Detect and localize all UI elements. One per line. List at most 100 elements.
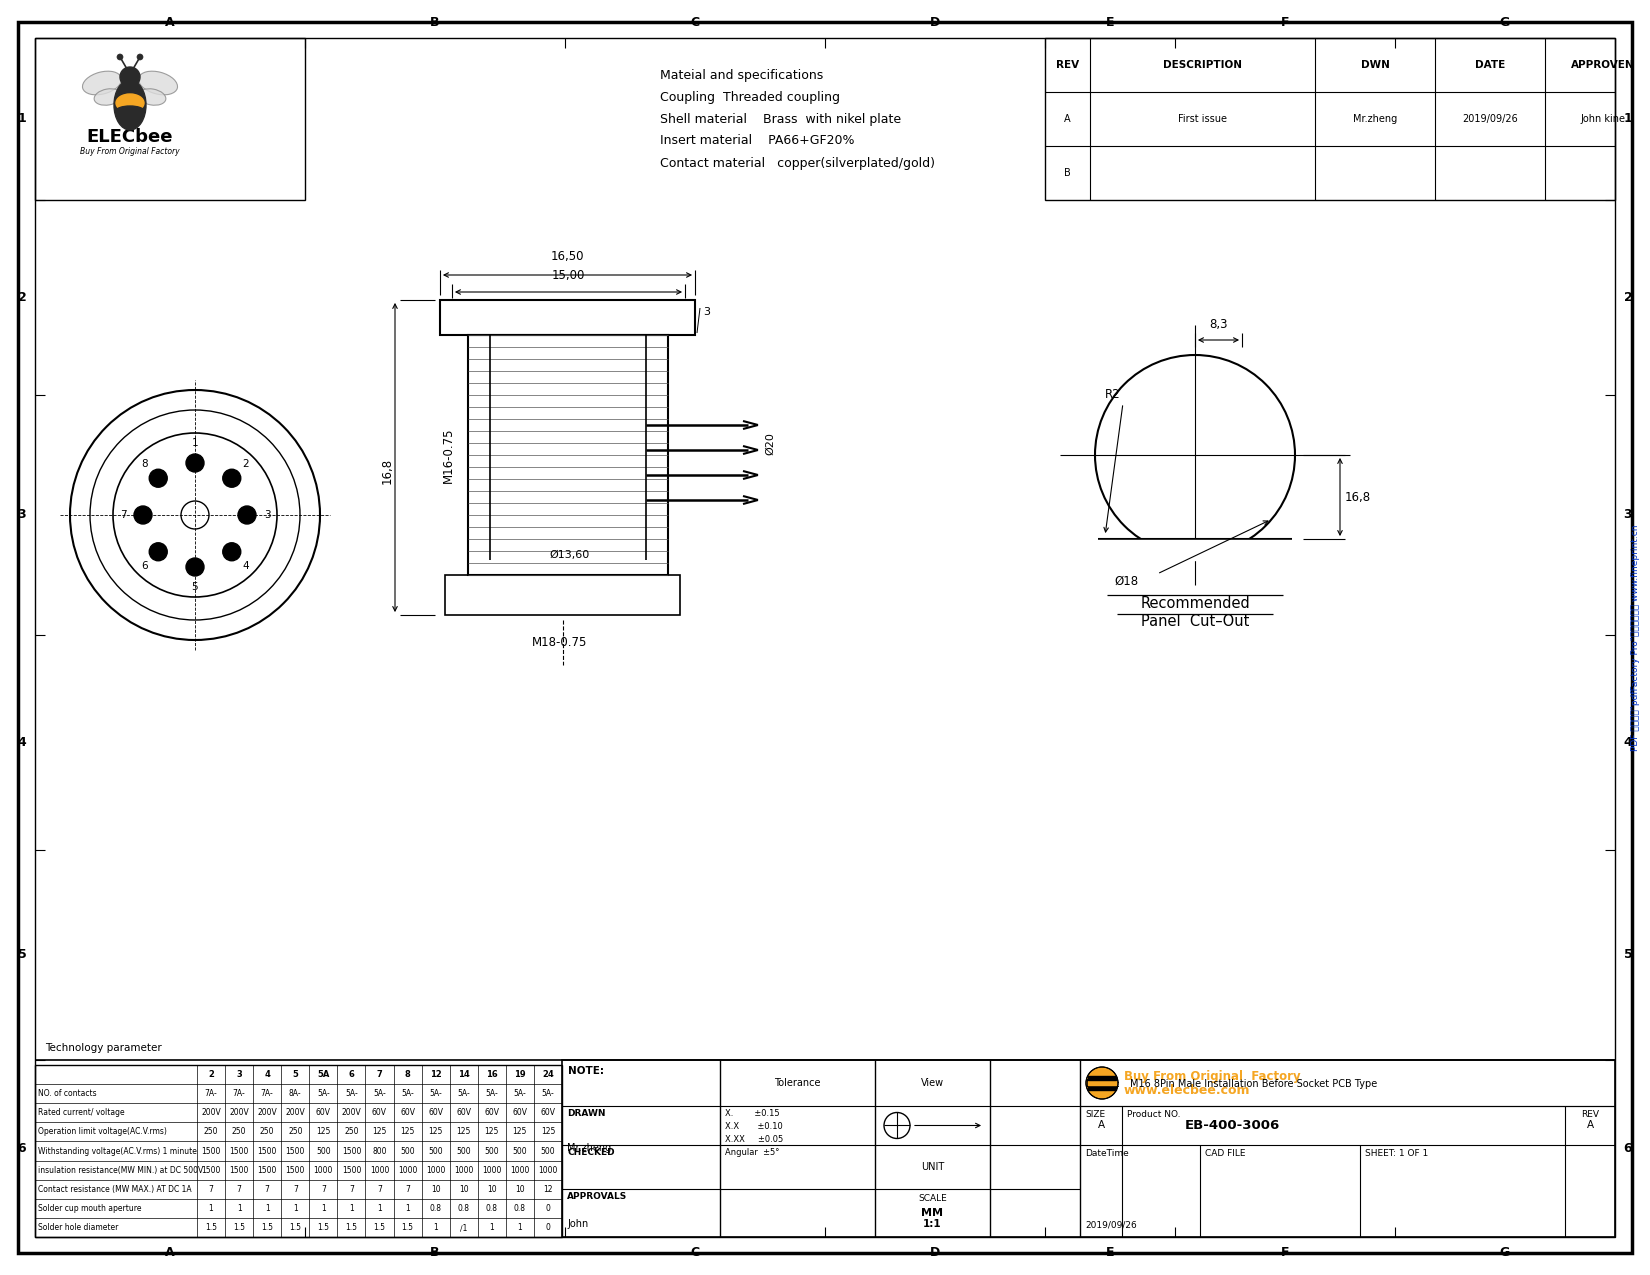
Text: Product NO.: Product NO.: [1127, 1111, 1180, 1119]
Text: 60V: 60V: [399, 1108, 416, 1117]
Text: 1000: 1000: [314, 1165, 333, 1174]
Text: C: C: [690, 15, 700, 28]
Text: Mateial and specifications: Mateial and specifications: [660, 69, 823, 82]
Text: 125: 125: [317, 1127, 330, 1136]
Text: 12: 12: [543, 1184, 553, 1193]
Text: A: A: [1097, 1121, 1104, 1131]
Text: 1000: 1000: [510, 1165, 530, 1174]
Text: SCALE: SCALE: [917, 1195, 947, 1204]
Text: 8: 8: [404, 1070, 411, 1079]
Text: APPROVALS: APPROVALS: [568, 1192, 627, 1201]
Text: 1.5: 1.5: [289, 1223, 302, 1232]
Text: 19: 19: [515, 1070, 526, 1079]
Text: X.X       ±0.10: X.X ±0.10: [724, 1122, 782, 1131]
Text: DRAWN: DRAWN: [568, 1109, 606, 1118]
Text: 4: 4: [18, 736, 26, 748]
Text: 60V: 60V: [485, 1108, 500, 1117]
Text: 1: 1: [191, 439, 198, 448]
Text: 1.5: 1.5: [317, 1223, 330, 1232]
Text: 0.8: 0.8: [485, 1204, 498, 1213]
Text: Buy From Original  Factory: Buy From Original Factory: [1124, 1070, 1300, 1082]
Text: 7: 7: [376, 1070, 383, 1079]
Text: 1: 1: [236, 1204, 241, 1213]
Text: 1.5: 1.5: [233, 1223, 246, 1232]
Text: 1: 1: [406, 1204, 409, 1213]
Text: 2: 2: [1624, 291, 1632, 303]
Text: UNIT: UNIT: [921, 1162, 944, 1172]
Text: 2019/09/26: 2019/09/26: [1086, 1220, 1137, 1229]
Text: 4: 4: [264, 1070, 271, 1079]
Ellipse shape: [116, 106, 144, 116]
Text: 250: 250: [205, 1127, 218, 1136]
Text: 200V: 200V: [342, 1108, 361, 1117]
Text: MM: MM: [921, 1209, 944, 1218]
Ellipse shape: [114, 80, 145, 130]
Text: 500: 500: [485, 1146, 498, 1155]
Text: 1500: 1500: [285, 1165, 305, 1174]
Text: 60V: 60V: [371, 1108, 388, 1117]
Text: 0: 0: [546, 1204, 551, 1213]
Text: 16,8: 16,8: [1345, 491, 1371, 504]
Text: 1: 1: [294, 1204, 297, 1213]
Circle shape: [137, 54, 144, 60]
Text: 3: 3: [264, 510, 271, 520]
Text: 5A-: 5A-: [373, 1089, 386, 1098]
Text: G: G: [1500, 1246, 1510, 1258]
Text: 200V: 200V: [257, 1108, 277, 1117]
Text: CAD FILE: CAD FILE: [1204, 1149, 1246, 1158]
Text: 7: 7: [378, 1184, 381, 1193]
Text: 4: 4: [1624, 736, 1632, 748]
Text: M18-0.75: M18-0.75: [533, 636, 587, 649]
Text: 250: 250: [345, 1127, 358, 1136]
Text: 1: 1: [1624, 112, 1632, 125]
Text: 5A-: 5A-: [513, 1089, 526, 1098]
Ellipse shape: [82, 71, 122, 94]
Text: 60V: 60V: [427, 1108, 444, 1117]
Text: 125: 125: [457, 1127, 470, 1136]
Text: 1: 1: [208, 1204, 213, 1213]
Text: NOTE:: NOTE:: [568, 1066, 604, 1076]
Text: 2: 2: [18, 291, 26, 303]
Text: Angular  ±5°: Angular ±5°: [724, 1148, 779, 1156]
Text: Recommended: Recommended: [1140, 595, 1251, 611]
Text: 1500: 1500: [342, 1165, 361, 1174]
Text: SHEET: 1 OF 1: SHEET: 1 OF 1: [1365, 1149, 1429, 1158]
Text: APPROVEN: APPROVEN: [1571, 60, 1634, 70]
Text: R2: R2: [1106, 389, 1120, 402]
Text: 1000: 1000: [398, 1165, 417, 1174]
Text: Ø18: Ø18: [1115, 575, 1138, 588]
Text: Coupling  Threaded coupling: Coupling Threaded coupling: [660, 91, 840, 103]
Circle shape: [117, 54, 124, 60]
Text: 1.5: 1.5: [373, 1223, 386, 1232]
Text: 1: 1: [322, 1204, 325, 1213]
Text: 250: 250: [233, 1127, 246, 1136]
Text: 1.5: 1.5: [261, 1223, 274, 1232]
Text: 6: 6: [18, 1142, 26, 1155]
Bar: [1087, 1086, 1115, 1090]
Text: 5: 5: [191, 581, 198, 592]
Text: 7A-: 7A-: [261, 1089, 274, 1098]
Text: Name:: Name:: [1086, 1079, 1120, 1089]
Text: 4: 4: [243, 561, 249, 571]
Text: 1500: 1500: [201, 1165, 221, 1174]
Bar: [563, 1060, 1615, 1237]
Text: John kine: John kine: [1581, 113, 1625, 124]
Text: A: A: [1064, 113, 1071, 124]
Text: 5A-: 5A-: [485, 1089, 498, 1098]
Ellipse shape: [139, 71, 178, 94]
Text: 60V: 60V: [315, 1108, 332, 1117]
Text: 1500: 1500: [257, 1146, 277, 1155]
Text: 10: 10: [431, 1184, 441, 1193]
Bar: [446, 575, 680, 615]
Text: 12: 12: [429, 1070, 442, 1079]
Text: Contact material   copper(silverplated/gold): Contact material copper(silverplated/gol…: [660, 157, 936, 170]
Text: 7: 7: [292, 1184, 297, 1193]
Ellipse shape: [94, 89, 122, 106]
Text: 5: 5: [1624, 949, 1632, 961]
Text: 1500: 1500: [342, 1146, 361, 1155]
Text: 1: 1: [490, 1223, 495, 1232]
Bar: [1087, 1081, 1115, 1085]
Text: B: B: [1064, 168, 1071, 179]
Text: D: D: [931, 1246, 940, 1258]
Text: E: E: [1106, 15, 1114, 28]
